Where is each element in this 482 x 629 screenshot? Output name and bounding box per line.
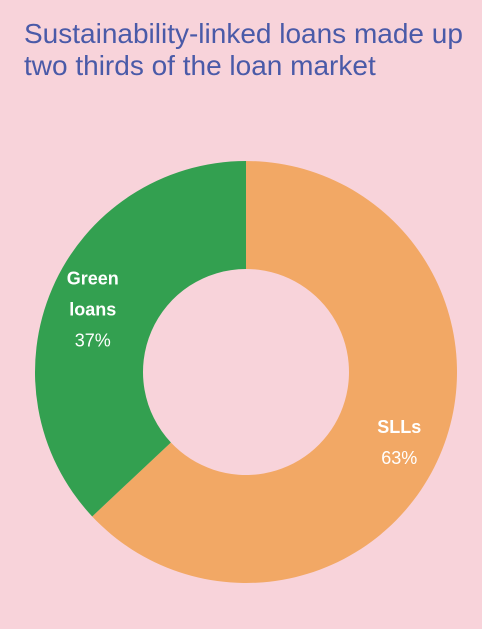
donut-slice-0 <box>92 161 457 583</box>
donut-slice-1 <box>35 161 246 517</box>
slice-labels: SLLs 63% Green loans 37% <box>67 269 422 468</box>
slice-label-1-1: loans <box>69 300 116 320</box>
slice-value-0: 63% <box>381 448 417 468</box>
slice-label-0-0: SLLs <box>377 417 421 437</box>
chart-title: Sustainability-linked loans made up two … <box>24 18 463 81</box>
slice-value-1: 37% <box>75 331 111 351</box>
donut-slices <box>35 161 457 583</box>
slice-label-1-0: Green <box>67 269 119 289</box>
